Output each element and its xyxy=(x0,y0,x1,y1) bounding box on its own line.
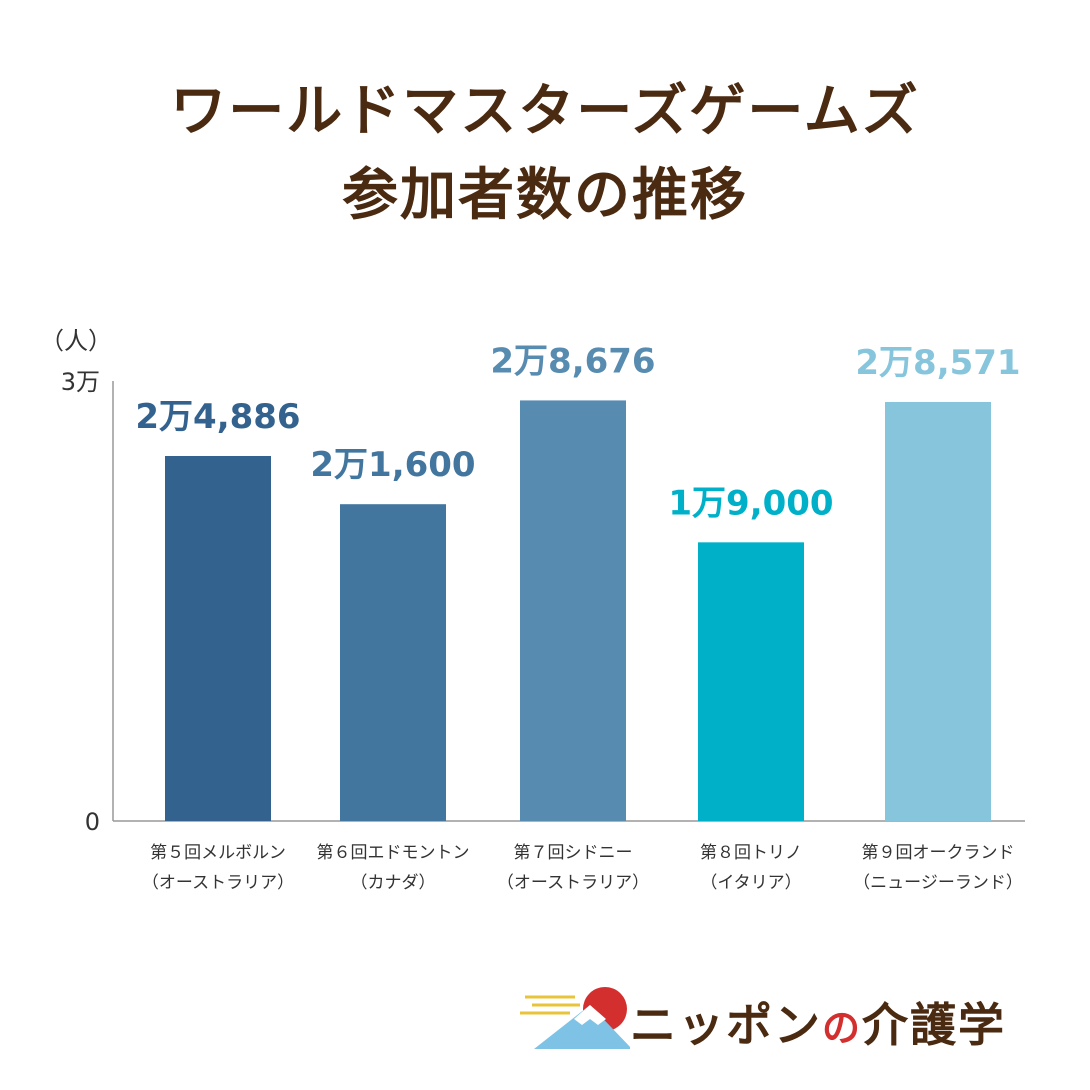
brand-logo-text: ニッポンの介護学 xyxy=(630,989,1006,1055)
bar-2 xyxy=(340,504,446,821)
brand-text-pre: ニッポン xyxy=(630,998,822,1052)
brand-text-no: の xyxy=(822,1006,863,1050)
x-category-label-4-line1: 第８回トリノ xyxy=(700,843,802,863)
chart-title-line1: ワールドマスターズゲームズ xyxy=(170,79,920,144)
bar-value-label-3: 2万8,676 xyxy=(490,341,655,381)
x-category-label-4-line2: （イタリア） xyxy=(700,873,801,893)
bar-4 xyxy=(698,542,804,821)
y-tick-label: 0 xyxy=(85,808,100,836)
chart-title-line2: 参加者数の推移 xyxy=(342,163,748,228)
x-category-label-5-line1: 第９回オークランド xyxy=(862,843,1015,863)
brand-text-post: 介護学 xyxy=(862,998,1007,1052)
x-category-label-1-line2: （オーストラリア） xyxy=(142,873,294,893)
bar-value-label-1: 2万4,886 xyxy=(135,397,300,437)
x-category-label-3-line1: 第７回シドニー xyxy=(514,843,633,863)
fuji-sun-icon xyxy=(520,987,630,1049)
x-category-label-2-line1: 第６回エドモントン xyxy=(317,843,470,863)
bar-value-label-4: 1万9,000 xyxy=(668,483,833,523)
y-tick-label: 3万 xyxy=(61,368,100,396)
y-axis-unit-label: （人） xyxy=(40,327,112,355)
brand-logo: ニッポンの介護学 xyxy=(520,985,1060,1055)
x-category-label-5-line2: （ニュージーランド） xyxy=(853,873,1023,893)
x-category-label-3-line2: （オーストラリア） xyxy=(497,873,649,893)
bar-5 xyxy=(885,401,991,821)
x-category-label-1-line1: 第５回メルボルン xyxy=(150,843,286,863)
bar-value-label-5: 2万8,571 xyxy=(855,343,1020,383)
bar-3 xyxy=(520,400,626,821)
x-category-label-2-line2: （カナダ） xyxy=(351,873,436,893)
bar-value-label-2: 2万1,600 xyxy=(310,445,475,485)
bar-1 xyxy=(165,456,271,821)
chart-title: ワールドマスターズゲームズ 参加者数の推移 xyxy=(0,70,1090,238)
